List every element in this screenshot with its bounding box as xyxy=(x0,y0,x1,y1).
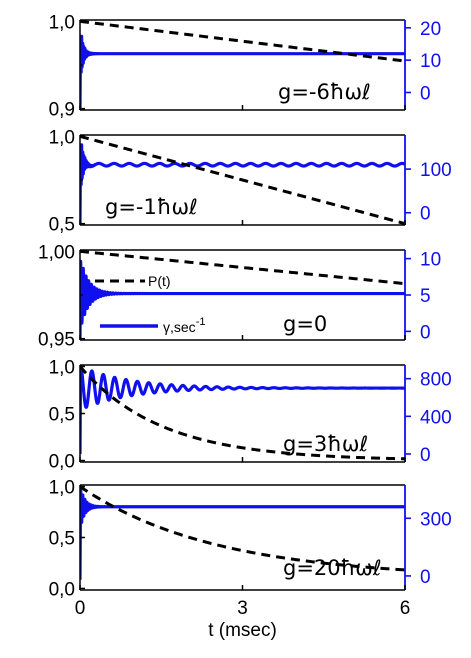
legend-p-label: P(t) xyxy=(148,273,171,289)
x-tick-label: 3 xyxy=(237,598,248,619)
right-tick-label: 0 xyxy=(420,322,431,343)
gamma-line xyxy=(80,365,405,454)
panel-1: 1,0 0,9 20 10 0 g=-6ħωℓ xyxy=(49,12,442,120)
panel-4: 1,0 0,5 0,0 800 400 0 g=3ħωℓ xyxy=(49,357,452,472)
panel-label: g=20ħωℓ xyxy=(283,556,382,580)
x-tick-label: 6 xyxy=(400,598,411,619)
legend-gamma-label: γ,sec-1 xyxy=(163,316,205,335)
right-tick-label: 400 xyxy=(420,407,452,428)
gamma-line xyxy=(80,259,405,339)
left-tick-label: 1,0 xyxy=(49,127,75,148)
left-tick-label: 0,0 xyxy=(49,452,75,473)
right-tick-label: 800 xyxy=(420,370,452,391)
left-tick-label: 0,95 xyxy=(38,330,75,351)
left-tick-label: 0,9 xyxy=(49,100,75,121)
legend-gamma-sup: -1 xyxy=(196,316,206,328)
p-line xyxy=(80,250,405,286)
right-tick-label: 0 xyxy=(420,204,431,225)
panel-label: g=-6ħωℓ xyxy=(278,80,371,104)
right-tick-label: 100 xyxy=(420,160,452,181)
p-line xyxy=(80,20,405,63)
panel-2: 1,0 0,5 100 0 g=-1ħωℓ xyxy=(49,127,452,235)
right-tick-label: 20 xyxy=(420,19,441,40)
x-tick-label: 0 xyxy=(75,598,86,619)
right-tick-label: 300 xyxy=(420,509,452,530)
legend: P(t) γ,sec-1 xyxy=(95,273,205,335)
left-tick-label: 1,00 xyxy=(38,242,75,263)
panel-label: g=0 xyxy=(283,312,327,336)
x-axis-label: t (msec) xyxy=(208,620,277,641)
panel-label: g=-1ħωℓ xyxy=(105,195,198,219)
left-tick-label: 1,0 xyxy=(49,12,75,33)
left-tick-label: 0,5 xyxy=(49,215,75,236)
panel-5: 1,0 0,5 0,0 300 0 g=20ħωℓ xyxy=(49,478,452,601)
right-tick-label: 0 xyxy=(420,83,431,104)
left-tick-label: 1,0 xyxy=(49,478,75,499)
left-tick-label: 0,5 xyxy=(49,405,75,426)
p-line xyxy=(80,485,405,572)
right-tick-label: 10 xyxy=(420,250,441,271)
gamma-line xyxy=(80,487,405,580)
gamma-line xyxy=(80,143,405,224)
right-tick-label: 0 xyxy=(420,567,431,588)
panel-3: 1,00 0,95 10 5 0 g=0 P(t) γ,sec-1 xyxy=(38,242,441,350)
left-tick-label: 1,0 xyxy=(49,357,75,378)
p-line xyxy=(80,135,405,225)
panel-label: g=3ħωℓ xyxy=(283,432,368,456)
right-tick-label: 0 xyxy=(420,445,431,466)
right-tick-label: 5 xyxy=(420,286,431,307)
right-tick-label: 10 xyxy=(420,51,441,72)
p-line xyxy=(80,365,405,461)
left-tick-label: 0,5 xyxy=(49,529,75,550)
left-tick-label: 0,0 xyxy=(49,579,75,600)
